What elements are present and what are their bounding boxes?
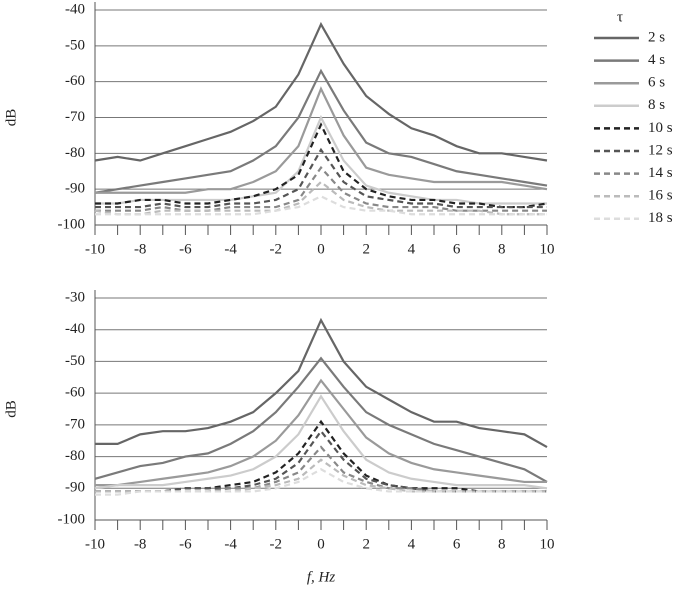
series-line — [94, 21, 548, 162]
legend-label: 8 s — [648, 97, 665, 113]
series-line — [94, 394, 548, 490]
x-tick-label: 0 — [317, 241, 325, 257]
x-tick-label: 6 — [453, 536, 461, 552]
x-tick-label: -8 — [134, 241, 147, 257]
y-tick-label: -70 — [65, 416, 85, 432]
x-tick-label: 10 — [540, 536, 555, 552]
legend-label: 2 s — [648, 29, 665, 45]
x-tick-label: -6 — [179, 536, 192, 552]
y-tick-label: -100 — [58, 511, 86, 527]
x-tick-label: 2 — [362, 536, 370, 552]
x-tick-label: -4 — [224, 241, 237, 257]
legend-label: 14 s — [648, 165, 673, 181]
series-line — [94, 356, 548, 483]
y-tick-label: -60 — [65, 385, 85, 401]
x-tick-label: 8 — [498, 241, 506, 257]
legend-title: τ — [617, 9, 623, 25]
series-line — [95, 467, 547, 496]
legend-label: 12 s — [648, 142, 673, 158]
y-tick-label: -80 — [65, 448, 85, 464]
x-tick-label: -6 — [179, 241, 192, 257]
y-tick-label: -30 — [65, 289, 85, 305]
series-line — [94, 180, 547, 216]
x-axis-label: f, Hz — [307, 569, 336, 585]
legend-label: 16 s — [648, 188, 673, 204]
x-tick-label: 10 — [540, 241, 555, 257]
x-tick-label: -10 — [85, 241, 105, 257]
y-tick-label: -60 — [65, 73, 85, 89]
y-tick-label: -40 — [65, 321, 85, 337]
y-tick-label: -70 — [65, 109, 85, 125]
series-line — [95, 86, 548, 194]
y-axis-label: dB — [3, 109, 19, 127]
series-line — [94, 68, 548, 194]
legend-label: 10 s — [648, 120, 673, 136]
y-tick-label: -90 — [65, 480, 85, 496]
legend-label: 6 s — [648, 75, 665, 91]
y-axis-label: dB — [3, 400, 19, 418]
y-tick-label: -90 — [65, 181, 85, 197]
legend-label: 18 s — [648, 210, 673, 226]
x-tick-label: -2 — [270, 536, 283, 552]
x-tick-label: 0 — [317, 536, 325, 552]
series-line — [95, 378, 547, 487]
x-tick-label: 4 — [408, 241, 416, 257]
x-tick-label: 8 — [498, 536, 506, 552]
y-tick-label: -50 — [65, 37, 85, 53]
y-tick-label: -100 — [58, 216, 86, 232]
y-tick-label: -40 — [65, 1, 85, 17]
x-tick-label: -2 — [270, 241, 283, 257]
x-tick-label: -8 — [134, 536, 147, 552]
x-tick-label: 4 — [408, 536, 416, 552]
legend-label: 4 s — [648, 52, 665, 68]
series-line — [95, 317, 548, 449]
x-tick-label: -4 — [224, 536, 237, 552]
y-tick-label: -80 — [65, 145, 85, 161]
series-line — [95, 429, 547, 493]
series-line — [95, 195, 547, 216]
x-tick-label: 6 — [453, 241, 461, 257]
series-line — [95, 147, 547, 209]
x-tick-label: -10 — [85, 536, 105, 552]
series-line — [95, 165, 547, 212]
y-tick-label: -50 — [65, 353, 85, 369]
x-tick-label: 2 — [362, 241, 370, 257]
series-line — [95, 122, 548, 209]
series-line — [95, 114, 547, 205]
